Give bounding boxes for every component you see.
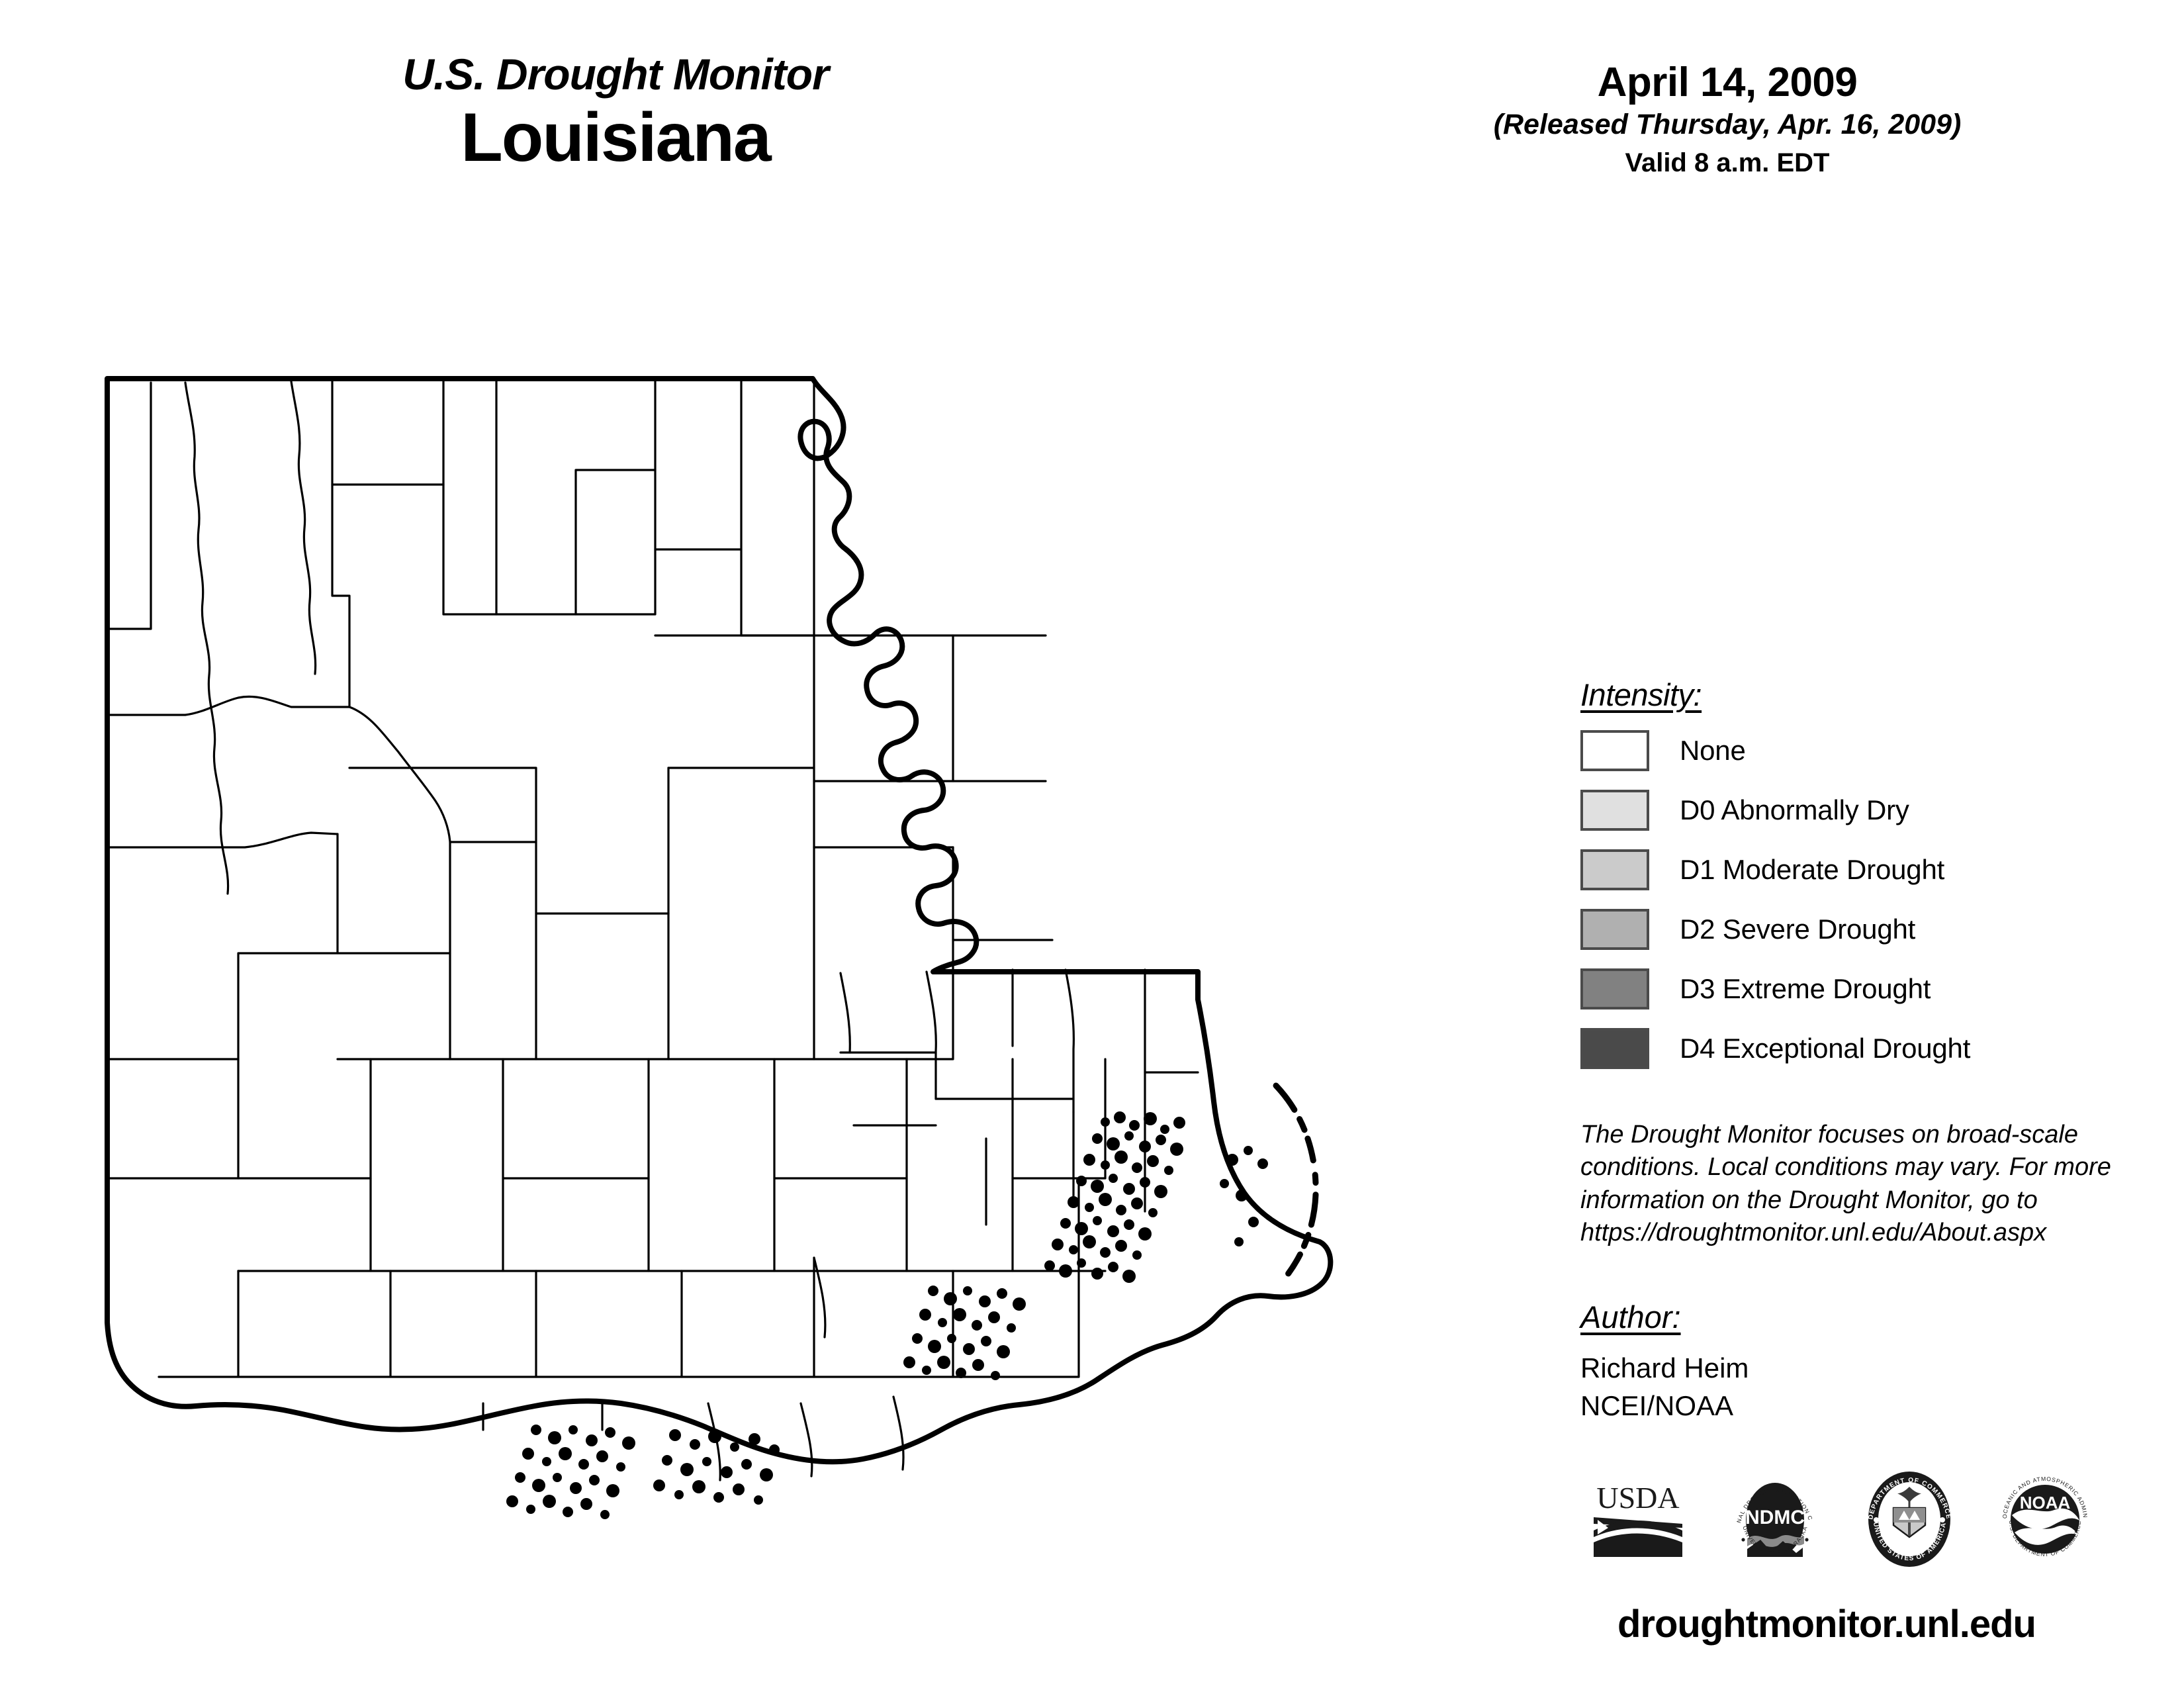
louisiana-drought-map[interactable] bbox=[73, 344, 1516, 1602]
disclaimer-text: The Drought Monitor focuses on broad-sca… bbox=[1580, 1119, 2111, 1250]
valid-date: April 14, 2009 bbox=[1597, 60, 1858, 105]
author-block: Author: Richard Heim NCEI/NOAA bbox=[1580, 1299, 2044, 1425]
legend-item-d3[interactable]: D3 Extreme Drought bbox=[1580, 964, 2083, 1013]
parish-boundaries bbox=[109, 380, 1199, 1481]
disclaimer-link[interactable]: https://droughtmonitor.unl.edu/About.asp… bbox=[1580, 1219, 2047, 1247]
legend-label-d0: D0 Abnormally Dry bbox=[1680, 794, 1909, 825]
disclaimer-line-1: The Drought Monitor focuses on broad-sca… bbox=[1580, 1121, 2078, 1149]
legend-label-d2: D2 Severe Drought bbox=[1680, 914, 1916, 945]
legend-swatch-d4 bbox=[1580, 1028, 1649, 1069]
disclaimer-line-2: conditions. Local conditions may vary. F… bbox=[1580, 1153, 2111, 1182]
usda-logo[interactable]: USDA bbox=[1588, 1476, 1688, 1566]
legend-item-d0[interactable]: D0 Abnormally Dry bbox=[1580, 786, 2083, 835]
legend-label-d1: D1 Moderate Drought bbox=[1680, 854, 1945, 885]
legend-item-d2[interactable]: D2 Severe Drought bbox=[1580, 905, 2083, 954]
legend-item-none[interactable]: None bbox=[1580, 726, 2083, 775]
legend-heading: Intensity: bbox=[1580, 677, 1702, 712]
disclaimer-line-3: information on the Drought Monitor, go t… bbox=[1580, 1186, 2038, 1214]
terrebonne-marsh-speckle bbox=[506, 1425, 780, 1519]
date-block: April 14, 2009 (Released Thursday, Apr. … bbox=[1377, 60, 2078, 182]
author-name: Richard Heim bbox=[1580, 1352, 1749, 1383]
partner-logos: USDA NDMC NATIONAL DROUGHT MITIGATION CE… bbox=[1588, 1464, 2091, 1575]
map-fill-layer bbox=[107, 379, 1334, 1483]
author-heading: Author: bbox=[1580, 1299, 1681, 1335]
legend-swatch-d0 bbox=[1580, 790, 1649, 831]
state-fill-none bbox=[107, 379, 1334, 1483]
legend-label-d4: D4 Exceptional Drought bbox=[1680, 1033, 1971, 1064]
usda-logo-text: USDA bbox=[1596, 1481, 1679, 1515]
release-date: (Released Thursday, Apr. 16, 2009) bbox=[1493, 109, 1962, 141]
legend-label-none: None bbox=[1680, 735, 1746, 766]
legend-label-d3: D3 Extreme Drought bbox=[1680, 973, 1931, 1004]
page-title: U.S. Drought Monitor bbox=[402, 50, 829, 99]
ndmc-logo[interactable]: NDMC NATIONAL DROUGHT MITIGATION CENTER … bbox=[1726, 1464, 1821, 1572]
delta-speckle-cluster-east bbox=[1044, 1111, 1185, 1283]
chandeleur-islands-arc bbox=[1220, 1082, 1319, 1281]
noaa-logo-text: NOAA bbox=[2020, 1493, 2071, 1513]
legend-item-d1[interactable]: D1 Moderate Drought bbox=[1580, 845, 2083, 894]
state-title: Louisiana bbox=[461, 99, 771, 177]
website-url[interactable]: droughtmonitor.unl.edu bbox=[1617, 1603, 2036, 1646]
legend-swatch-d1 bbox=[1580, 849, 1649, 890]
title-block: U.S. Drought Monitor Louisiana bbox=[218, 50, 1013, 179]
legend-item-d4[interactable]: D4 Exceptional Drought bbox=[1580, 1024, 2083, 1073]
delta-coastline-detail bbox=[506, 1082, 1319, 1519]
noaa-logo[interactable]: NOAA NATIONAL OCEANIC AND ATMOSPHERIC AD… bbox=[1996, 1466, 2091, 1571]
doc-seal-logo[interactable]: DEPARTMENT OF COMMERCE UNITED STATES OF … bbox=[1862, 1470, 1958, 1572]
legend-swatch-d2 bbox=[1580, 909, 1649, 950]
louisiana-map-svg[interactable] bbox=[73, 344, 1516, 1602]
ndmc-logo-text: NDMC bbox=[1745, 1507, 1805, 1528]
valid-time: Valid 8 a.m. EDT bbox=[1625, 148, 1830, 178]
delta-speckle-cluster-south bbox=[903, 1286, 1026, 1380]
legend-swatch-none bbox=[1580, 730, 1649, 771]
legend-swatch-d3 bbox=[1580, 968, 1649, 1009]
author-affiliation: NCEI/NOAA bbox=[1580, 1389, 1734, 1421]
state-outline bbox=[105, 376, 1334, 1465]
intensity-legend: Intensity: None D0 Abnormally Dry D1 Mod… bbox=[1580, 677, 2083, 1084]
